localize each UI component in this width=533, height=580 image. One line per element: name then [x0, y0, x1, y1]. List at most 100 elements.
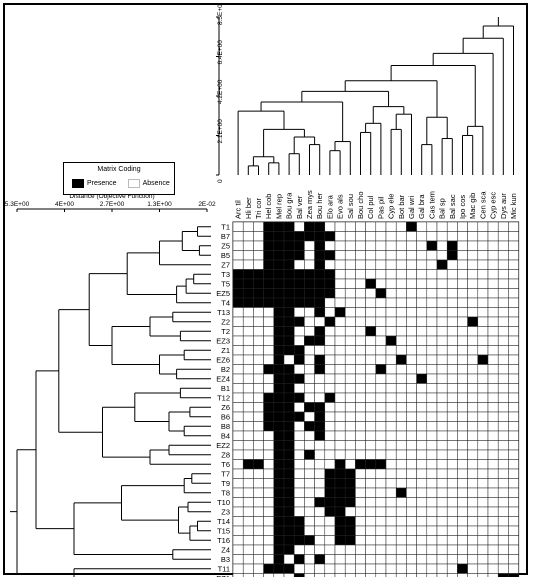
absence-cell	[487, 345, 499, 356]
absence-cell	[232, 354, 244, 365]
absence-cell	[446, 364, 458, 375]
absence-cell	[355, 288, 366, 299]
absence-cell	[406, 563, 417, 574]
absence-cell	[385, 373, 397, 384]
absence-cell	[416, 316, 428, 327]
absence-cell	[304, 240, 315, 251]
absence-cell	[293, 326, 305, 337]
absence-cell	[416, 392, 428, 403]
absence-cell	[375, 535, 387, 546]
absence-cell	[385, 221, 397, 232]
absence-cell	[375, 525, 387, 536]
absence-cell	[355, 497, 366, 508]
absence-cell	[395, 221, 407, 232]
absence-cell	[457, 459, 468, 470]
presence-cell	[242, 288, 254, 299]
absence-cell	[446, 478, 458, 489]
absence-cell	[314, 392, 326, 403]
site-label: EZ4	[216, 374, 230, 383]
presence-cell	[324, 269, 336, 280]
absence-cell	[436, 250, 448, 261]
absence-cell	[334, 326, 346, 337]
absence-cell	[253, 516, 264, 527]
presence-cell	[314, 288, 326, 299]
presence-cell	[273, 335, 285, 346]
presence-cell	[242, 278, 254, 289]
absence-cell	[436, 440, 448, 451]
absence-cell	[497, 535, 509, 546]
absence-cell	[446, 468, 458, 479]
absence-cell	[253, 440, 264, 451]
absence-cell	[242, 516, 254, 527]
absence-cell	[232, 430, 244, 441]
presence-cell	[334, 468, 346, 479]
presence-cell	[324, 478, 336, 489]
presence-cell	[263, 288, 275, 299]
presence-cell	[273, 487, 285, 498]
absence-cell	[436, 288, 448, 299]
absence-cell	[253, 221, 264, 232]
site-label: Z1	[221, 346, 230, 355]
absence-cell	[355, 240, 366, 251]
presence-cell	[283, 440, 295, 451]
absence-cell	[416, 288, 428, 299]
absence-cell	[242, 487, 254, 498]
absence-cell	[334, 402, 346, 413]
absence-cell	[477, 278, 489, 289]
absence-cell	[242, 345, 254, 356]
presence-cell	[283, 221, 295, 232]
absence-cell	[446, 554, 458, 565]
absence-cell	[242, 373, 254, 384]
presence-cell	[293, 345, 305, 356]
presence-cell	[253, 288, 264, 299]
presence-cell	[293, 278, 305, 289]
presence-cell	[304, 288, 315, 299]
absence-cell	[242, 364, 254, 375]
absence-cell	[253, 402, 264, 413]
absence-cell	[293, 449, 305, 460]
presence-cell	[314, 307, 326, 318]
absence-cell	[477, 554, 489, 565]
presence-cell	[324, 250, 336, 261]
absence-cell	[457, 544, 468, 555]
presence-cell	[334, 459, 346, 470]
absence-cell	[324, 440, 336, 451]
presence-cell	[375, 364, 387, 375]
absence-cell	[467, 468, 479, 479]
absence-cell	[406, 525, 417, 536]
absence-cell	[324, 373, 336, 384]
absence-cell	[457, 506, 468, 517]
absence-cell	[334, 335, 346, 346]
absence-cell	[406, 231, 417, 242]
presence-cell	[406, 221, 417, 232]
presence-cell	[293, 250, 305, 261]
presence-cell	[334, 535, 346, 546]
absence-cell	[487, 335, 499, 346]
absence-cell	[457, 440, 468, 451]
presence-cell	[263, 250, 275, 261]
absence-cell	[355, 259, 366, 270]
absence-cell	[477, 345, 489, 356]
presence-cell	[283, 421, 295, 432]
absence-cell	[242, 250, 254, 261]
absence-cell	[355, 478, 366, 489]
absence-cell	[263, 373, 275, 384]
absence-cell	[508, 449, 519, 460]
presence-cell	[314, 364, 326, 375]
absence-cell	[426, 373, 438, 384]
absence-cell	[467, 459, 479, 470]
absence-cell	[477, 326, 489, 337]
absence-cell	[497, 364, 509, 375]
absence-cell	[446, 440, 458, 451]
absence-cell	[416, 411, 428, 422]
absence-cell	[508, 383, 519, 394]
absence-cell	[467, 421, 479, 432]
absence-cell	[375, 411, 387, 422]
absence-cell	[508, 307, 519, 318]
absence-cell	[487, 468, 499, 479]
absence-cell	[395, 421, 407, 432]
absence-cell	[436, 269, 448, 280]
absence-cell	[426, 288, 438, 299]
absence-cell	[477, 573, 489, 577]
absence-cell	[446, 335, 458, 346]
